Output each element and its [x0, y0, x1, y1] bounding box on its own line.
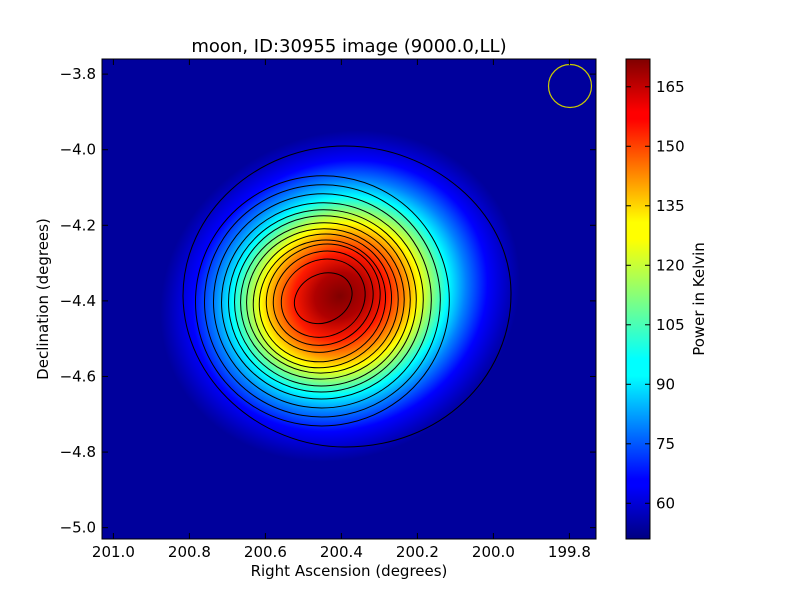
- contour-level: [252, 233, 393, 369]
- contour-level: [240, 222, 405, 380]
- y-tick-label: −5.0: [60, 519, 96, 537]
- contour-level: [228, 209, 417, 393]
- y-axis-label: Declination (degrees): [34, 218, 52, 380]
- colorbar-ticks: 60 75 90 105 120 135 150 165: [626, 78, 685, 512]
- contour-level: [293, 272, 353, 325]
- y-tick-label: −4.8: [60, 443, 96, 461]
- contour-level: [265, 243, 381, 353]
- plot-area: [102, 59, 596, 539]
- colorbar-tick-label: 150: [656, 137, 685, 155]
- colorbar-tick-label: 60: [656, 494, 675, 512]
- colorbar-tick-label: 120: [656, 256, 685, 274]
- chart-title: moon, ID:30955 image (9000.0,LL): [191, 36, 506, 57]
- y-axis-ticks: −3.8 −4.0 −4.2 −4.4 −4.6 −4.8 −5.0: [60, 65, 596, 537]
- contour-level: [280, 258, 366, 338]
- colorbar-tick-label: 105: [656, 316, 685, 334]
- x-tick-label: 200.2: [396, 543, 439, 561]
- contour-level: [194, 175, 450, 427]
- beam-marker: [547, 63, 593, 109]
- x-tick-label: 200.4: [320, 543, 363, 561]
- contour-level: [221, 202, 424, 400]
- colorbar-tick-label: 75: [656, 435, 675, 453]
- heatmap-source: [102, 59, 596, 539]
- colorbar-tick-label: 165: [656, 78, 685, 96]
- colorbar-label: Power in Kelvin: [690, 242, 708, 356]
- x-axis-label: Right Ascension (degrees): [251, 562, 448, 580]
- x-axis-ticks: 201.0 200.8 200.6 200.4 200.2 200.0 199.8: [92, 59, 591, 561]
- contour-level: [212, 193, 432, 409]
- y-tick-label: −4.4: [60, 292, 96, 310]
- contour-level: [258, 239, 387, 363]
- contour-level: [246, 228, 399, 374]
- contour-outer: [182, 145, 512, 448]
- y-tick-label: −4.2: [60, 216, 96, 234]
- colorbar-tick-label: 90: [656, 375, 675, 393]
- x-tick-label: 199.8: [548, 543, 591, 561]
- contour-level: [234, 215, 411, 387]
- colorbar-tick-label: 135: [656, 197, 685, 215]
- y-tick-label: −4.0: [60, 141, 96, 159]
- y-tick-label: −4.6: [60, 367, 96, 385]
- colorbar: [625, 58, 651, 540]
- x-tick-label: 200.0: [472, 543, 515, 561]
- y-tick-label: −3.8: [60, 65, 96, 83]
- contour-level: [272, 250, 374, 346]
- x-tick-label: 200.6: [244, 543, 287, 561]
- contour-lines: [182, 145, 512, 448]
- x-tick-label: 201.0: [92, 543, 135, 561]
- x-tick-label: 200.8: [168, 543, 211, 561]
- plot-frame: [101, 58, 597, 540]
- contour-level: [203, 184, 441, 418]
